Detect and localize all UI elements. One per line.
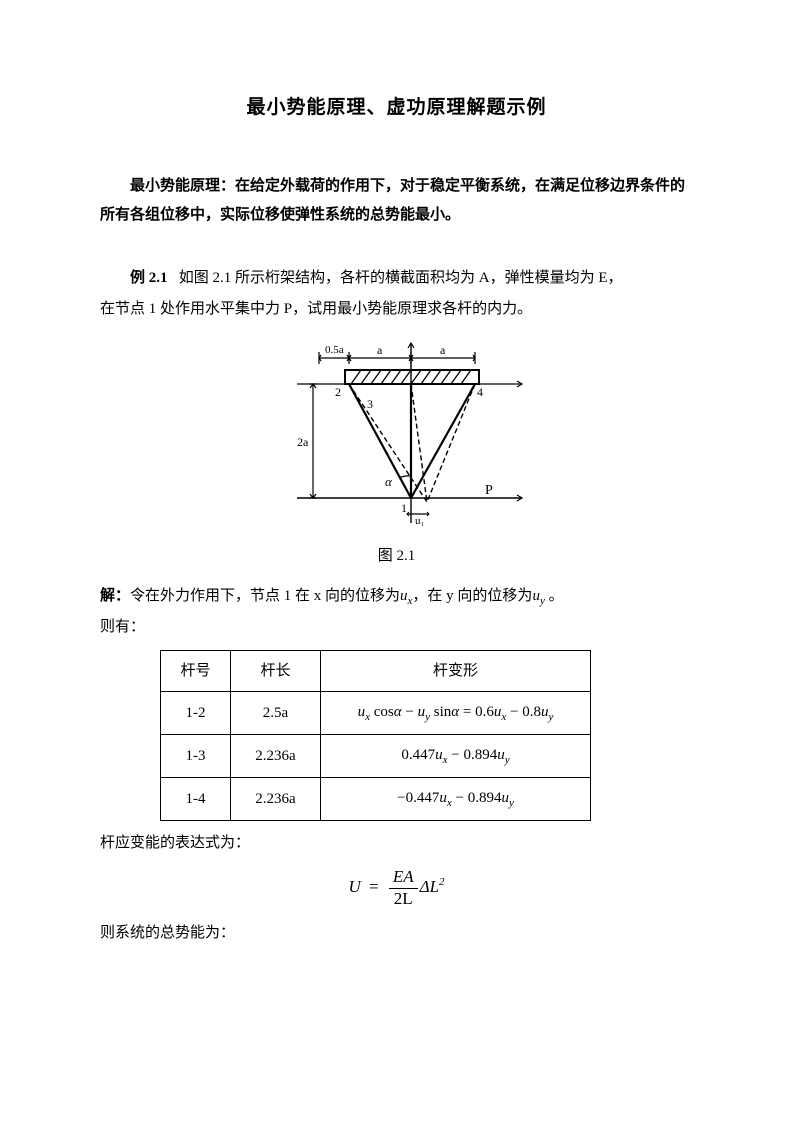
alpha-label: α: [385, 474, 393, 489]
cell-deform: ux cosα − uy sinα = 0.6ux − 0.8uy: [321, 692, 591, 735]
cell-len: 2.5a: [231, 692, 321, 735]
th-deform: 杆变形: [321, 650, 591, 692]
dim-a2: a: [440, 343, 446, 357]
dim-2a: 2a: [297, 435, 309, 449]
after-table-text: 杆应变能的表达式为：: [100, 829, 693, 858]
cell-id: 1-4: [161, 777, 231, 820]
cell-id: 1-3: [161, 734, 231, 777]
principle-text: 最小势能原理：在给定外载荷的作用下，对于稳定平衡系统，在满足位移边界条件的所有各…: [100, 172, 693, 231]
sol-1a: 令在外力作用下，节点 1 在 x 向的位移为: [130, 588, 400, 604]
node-1: 1: [401, 501, 407, 515]
example-text-1: 如图 2.1 所示桁架结构，各杆的横截面积均为 A，弹性模量均为 E，: [179, 270, 623, 286]
example-paragraph: 例 2.1 如图 2.1 所示桁架结构，各杆的横截面积均为 A，弹性模量均为 E…: [100, 263, 693, 326]
uy-var: uy: [532, 588, 544, 604]
truss-diagram: 0.5a a a: [267, 338, 527, 528]
figure-caption: 图 2.1: [100, 542, 693, 571]
node-4: 4: [477, 385, 483, 399]
solution-line-1: 解：令在外力作用下，节点 1 在 x 向的位移为ux，在 y 向的位移为uy 。: [100, 588, 564, 604]
U-var: U: [348, 877, 360, 896]
table-row: 1-3 2.236a 0.447ux − 0.894uy: [161, 734, 591, 777]
p-label: P: [485, 483, 493, 498]
sol-1b: ，在 y 向的位移为: [412, 588, 532, 604]
table-row: 1-4 2.236a −0.447ux − 0.894uy: [161, 777, 591, 820]
fraction: EA 2L: [389, 867, 418, 909]
frac-den: 2L: [389, 889, 418, 909]
cell-len: 2.236a: [231, 777, 321, 820]
dim-a1: a: [377, 343, 383, 357]
frac-num: EA: [389, 867, 418, 888]
ux-var: ux: [400, 588, 412, 604]
dim-05a: 0.5a: [325, 344, 344, 356]
sol-1c: 。: [549, 588, 564, 604]
solution-label: 解：: [100, 588, 130, 604]
table-row: 1-2 2.5a ux cosα − uy sinα = 0.6ux − 0.8…: [161, 692, 591, 735]
deformation-table: 杆号 杆长 杆变形 1-2 2.5a ux cosα − uy sinα = 0…: [160, 650, 591, 821]
eq-sign: =: [369, 877, 379, 896]
solution-line-2: 则有：: [100, 619, 145, 635]
table-header-row: 杆号 杆长 杆变形: [161, 650, 591, 692]
cell-deform: 0.447ux − 0.894uy: [321, 734, 591, 777]
strain-energy-formula: U = EA 2L ΔL2: [100, 867, 693, 909]
solution-block: 解：令在外力作用下，节点 1 在 x 向的位移为ux，在 y 向的位移为uy 。…: [100, 581, 693, 642]
after-formula-text: 则系统的总势能为：: [100, 919, 693, 948]
page-title: 最小势能原理、虚功原理解题示例: [100, 90, 693, 126]
example-text-2: 在节点 1 处作用水平集中力 P，试用最小势能原理求各杆的内力。: [100, 301, 532, 317]
th-id: 杆号: [161, 650, 231, 692]
u1-label: u₁: [415, 515, 425, 527]
cell-len: 2.236a: [231, 734, 321, 777]
th-len: 杆长: [231, 650, 321, 692]
cell-deform: −0.447ux − 0.894uy: [321, 777, 591, 820]
cell-id: 1-2: [161, 692, 231, 735]
delta-L: ΔL: [420, 877, 439, 896]
node-2: 2: [335, 385, 341, 399]
figure-container: 0.5a a a: [100, 338, 693, 539]
exp-2: 2: [439, 876, 445, 888]
example-label: 例 2.1: [130, 270, 168, 286]
node-3: 3: [367, 397, 373, 411]
